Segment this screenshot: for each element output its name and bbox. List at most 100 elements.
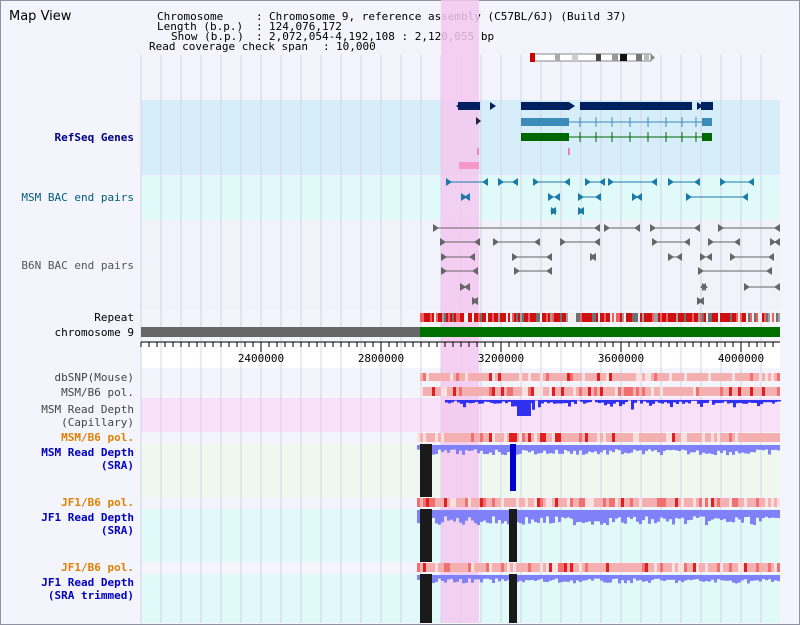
jf1-sra-depth <box>531 510 534 520</box>
jf1-sra-depth <box>582 510 585 524</box>
jf1-trim-depth <box>495 575 498 579</box>
jf1-b6-pol-1-low <box>702 498 705 507</box>
track-label-msm-b6-pol-1[interactable]: MSM/B6 pol. <box>61 386 134 399</box>
bac-end-marker <box>474 238 480 246</box>
bac-end-marker <box>534 238 540 246</box>
jf1-trim-depth <box>540 575 543 579</box>
jf1-b6-pol-1-hot <box>612 498 615 507</box>
dbsnp-density-hot <box>609 373 612 381</box>
repeat-element <box>656 313 658 322</box>
jf1-sra-depth <box>504 510 507 522</box>
jf1-trim-depth <box>453 575 456 583</box>
jf1-b6-pol-2-hot <box>717 563 720 572</box>
track-label-refseq[interactable]: RefSeq Genes <box>54 131 134 144</box>
msm-capillary-depth <box>556 400 559 404</box>
jf1-sra-depth <box>684 510 687 525</box>
track-label-jf1-depth-trim-1[interactable]: JF1 Read Depth <box>41 576 134 589</box>
jf1-b6-pol-2-hot <box>777 563 780 572</box>
msm-capillary-depth <box>754 400 757 403</box>
msm-capillary-depth <box>463 400 466 408</box>
repeat-element <box>558 313 560 322</box>
repeat-element <box>622 313 624 322</box>
repeat-element <box>776 313 778 322</box>
jf1-b6-pol-1-low <box>765 498 768 507</box>
track-label-msm-depth-cap-2[interactable]: (Capillary) <box>61 416 134 429</box>
msm-sra-depth <box>753 445 756 453</box>
jf1-sra-depth <box>453 510 456 522</box>
msm-capillary-depth <box>460 400 463 404</box>
msm-b6-pol-1-low <box>540 387 543 396</box>
track-label-b6n-bac[interactable]: B6N BAC end pairs <box>21 259 134 272</box>
chromosome-label: Chromosome <box>157 10 224 23</box>
repeat-element <box>450 313 452 322</box>
jf1-trim-depth <box>477 575 480 580</box>
msm-sra-depth <box>489 445 492 453</box>
track-label-jf1-depth-sra-2[interactable]: (SRA) <box>100 524 134 537</box>
repeat-element <box>606 313 608 322</box>
msm-sra-depth <box>546 445 549 454</box>
track-label-msm-b6-pol-2[interactable]: MSM/B6 pol. <box>61 431 134 444</box>
msm-capillary-depth <box>760 400 763 405</box>
track-label-chromosome[interactable]: chromosome 9 <box>54 326 134 339</box>
repeat-element <box>430 313 432 322</box>
jf1-sra-depth <box>468 510 471 518</box>
msm-capillary-depth <box>550 400 553 403</box>
repeat-element <box>764 313 766 322</box>
msm-capillary-depth <box>541 400 544 404</box>
track-label-jf1-depth-sra-1[interactable]: JF1 Read Depth <box>41 511 134 524</box>
jf1-trim-depth <box>417 575 420 580</box>
msm-capillary-depth <box>478 400 481 404</box>
msm-capillary-depth <box>595 400 598 403</box>
track-label-jf1-depth-trim-2[interactable]: (SRA trimmed) <box>47 589 134 602</box>
repeat-element <box>646 313 648 322</box>
track-label-jf1-b6-pol-2[interactable]: JF1/B6 pol. <box>61 561 134 574</box>
msm-b6-pol-1-hot <box>696 387 699 396</box>
jf1-trim-depth <box>615 575 618 579</box>
bac-end-marker <box>734 238 740 246</box>
jf1-sra-depth <box>636 510 639 522</box>
jf1-sra-depth <box>660 510 663 518</box>
bac-end-marker <box>636 193 642 201</box>
bac-end-marker <box>720 178 726 186</box>
msm-b6-pol-2-hot <box>522 433 525 442</box>
bac-end-marker <box>700 253 706 261</box>
axis-tick-label: 3200000 <box>478 352 524 365</box>
jf1-b6-pol-2-low <box>513 563 516 572</box>
msm-capillary-depth <box>487 400 490 402</box>
jf1-sra-depth <box>606 510 609 526</box>
msm-capillary-depth <box>553 400 556 404</box>
repeat-element <box>724 313 726 322</box>
msm-b6-pol-1-hot <box>762 387 765 396</box>
jf1-b6-pol-2-low <box>555 563 558 572</box>
jf1-trim-depth <box>675 575 678 584</box>
jf1-sra-depth <box>594 510 597 522</box>
track-label-msm-depth-sra-1[interactable]: MSM Read Depth <box>41 446 134 459</box>
msm-capillary-depth <box>631 400 634 410</box>
msm-sra-depth <box>702 445 705 453</box>
jf1-sra-depth <box>600 510 603 525</box>
msm-capillary-depth <box>658 400 661 403</box>
repeat-element <box>636 313 638 322</box>
msm-capillary-depth <box>451 400 454 403</box>
repeat-element <box>662 313 664 322</box>
bac-end-marker <box>744 283 750 291</box>
jf1-b6-pol-1-hot <box>735 498 738 507</box>
msm-sra-depth <box>609 445 612 451</box>
track-label-repeat[interactable]: Repeat <box>94 311 134 324</box>
msm-b6-pol-2-low <box>711 433 714 442</box>
track-label-msm-depth-cap-1[interactable]: MSM Read Depth <box>41 403 134 416</box>
bac-end-marker <box>770 238 776 246</box>
repeat-element <box>508 313 510 322</box>
track-label-jf1-b6-pol-1[interactable]: JF1/B6 pol. <box>61 496 134 509</box>
track-label-msm-bac[interactable]: MSM BAC end pairs <box>21 191 134 204</box>
track-label-msm-depth-sra-2[interactable]: (SRA) <box>100 459 134 472</box>
repeat-element <box>664 313 666 322</box>
jf1-trim-depth <box>771 575 774 582</box>
jf1-sra-depth <box>741 510 744 523</box>
msm-capillary-depth <box>673 400 676 403</box>
msm-capillary-depth <box>718 400 721 404</box>
msm-capillary-depth <box>700 400 703 407</box>
track-label-dbsnp[interactable]: dbSNP(Mouse) <box>54 371 134 384</box>
msm-sra-depth <box>585 445 588 454</box>
